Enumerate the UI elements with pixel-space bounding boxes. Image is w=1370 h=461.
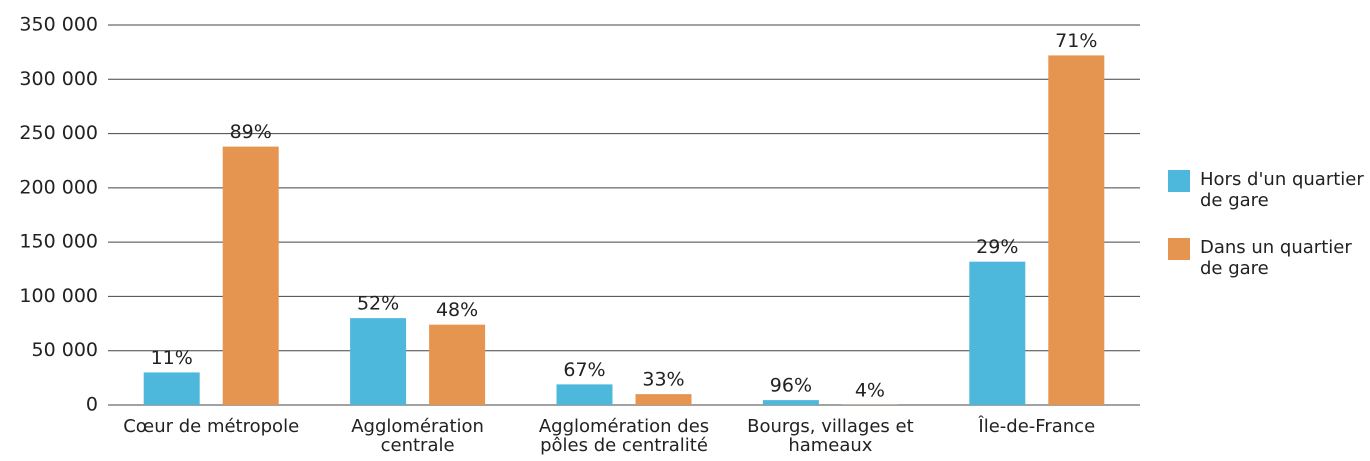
percent-label: 11% (151, 347, 193, 369)
percent-label: 52% (357, 293, 399, 315)
x-tick-label: Agglomération des pôles de centralité (538, 416, 710, 456)
bar (429, 324, 486, 405)
legend-swatch (1168, 170, 1190, 192)
percent-label: 29% (976, 236, 1018, 258)
y-tick-label: 50 000 (32, 339, 98, 361)
percent-label: 48% (436, 299, 478, 321)
y-tick-label: 100 000 (19, 285, 98, 307)
bar (969, 261, 1026, 405)
bar (350, 318, 407, 405)
bar (1048, 55, 1105, 406)
legend-label: Dans un quartier de gare (1200, 237, 1352, 279)
legend-swatch (1168, 238, 1190, 260)
x-tick-label: Cœur de métropole (123, 416, 300, 437)
y-tick-label: 250 000 (19, 122, 98, 144)
percent-label: 67% (563, 359, 605, 381)
percent-label: 4% (855, 379, 885, 401)
y-tick-label: 300 000 (19, 68, 98, 90)
percent-label: 33% (642, 369, 684, 391)
bar (762, 400, 819, 405)
percent-label: 89% (230, 121, 272, 143)
bar (143, 372, 200, 405)
y-tick-label: 150 000 (19, 231, 98, 253)
bar (556, 384, 613, 405)
y-tick-label: 350 000 (19, 14, 98, 36)
legend-label: Hors d'un quartier de gare (1200, 169, 1364, 211)
x-tick-label: Agglomération centrale (351, 416, 484, 456)
x-tick-label: Île-de-France (978, 416, 1096, 437)
y-tick-label: 200 000 (19, 176, 98, 198)
bar (222, 146, 279, 405)
y-tick-label: 0 (86, 394, 98, 416)
percent-label: 96% (770, 375, 812, 397)
x-tick-label: Bourgs, villages et hameaux (747, 416, 914, 456)
bar (635, 394, 692, 405)
percent-label: 71% (1055, 30, 1097, 52)
